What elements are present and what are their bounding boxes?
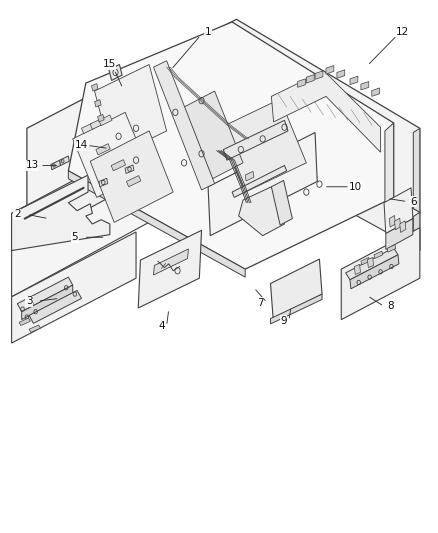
- Text: 6: 6: [410, 197, 417, 207]
- Polygon shape: [361, 257, 370, 265]
- Text: 9: 9: [280, 316, 287, 326]
- Polygon shape: [346, 248, 398, 280]
- Text: 15: 15: [102, 60, 116, 69]
- Text: 4: 4: [158, 321, 165, 331]
- Polygon shape: [27, 19, 420, 213]
- Polygon shape: [12, 175, 110, 251]
- Polygon shape: [208, 133, 317, 236]
- Polygon shape: [125, 165, 134, 173]
- Polygon shape: [389, 215, 396, 227]
- Polygon shape: [29, 325, 40, 333]
- Polygon shape: [27, 104, 237, 220]
- Polygon shape: [400, 221, 406, 232]
- Polygon shape: [361, 82, 369, 90]
- Polygon shape: [354, 264, 360, 274]
- Polygon shape: [153, 61, 215, 190]
- Polygon shape: [386, 219, 413, 249]
- Polygon shape: [219, 99, 306, 192]
- Text: 7: 7: [257, 297, 264, 308]
- Polygon shape: [51, 160, 60, 169]
- Polygon shape: [92, 84, 98, 91]
- Polygon shape: [350, 76, 358, 85]
- Text: 12: 12: [396, 27, 409, 37]
- Text: 10: 10: [349, 182, 362, 192]
- Polygon shape: [153, 249, 188, 275]
- Polygon shape: [184, 91, 243, 179]
- Polygon shape: [12, 232, 136, 343]
- Polygon shape: [60, 156, 69, 165]
- Polygon shape: [29, 290, 81, 324]
- Polygon shape: [384, 188, 413, 233]
- Polygon shape: [81, 123, 95, 134]
- Polygon shape: [271, 259, 322, 319]
- Polygon shape: [111, 160, 126, 171]
- Polygon shape: [395, 218, 401, 230]
- Text: 14: 14: [75, 140, 88, 150]
- Polygon shape: [306, 75, 314, 83]
- Polygon shape: [68, 171, 245, 277]
- Polygon shape: [367, 257, 374, 268]
- Polygon shape: [109, 64, 122, 80]
- Polygon shape: [138, 230, 201, 308]
- Polygon shape: [232, 165, 287, 197]
- Polygon shape: [341, 228, 420, 320]
- Polygon shape: [387, 245, 396, 252]
- Polygon shape: [372, 88, 380, 96]
- Polygon shape: [19, 318, 30, 326]
- Polygon shape: [413, 212, 420, 255]
- Polygon shape: [12, 103, 420, 251]
- Text: 3: 3: [26, 296, 32, 306]
- Text: 8: 8: [387, 301, 394, 311]
- Polygon shape: [223, 120, 288, 160]
- Polygon shape: [326, 66, 334, 74]
- Polygon shape: [90, 131, 173, 222]
- Polygon shape: [99, 115, 112, 126]
- Polygon shape: [297, 79, 305, 87]
- Polygon shape: [374, 251, 383, 259]
- Polygon shape: [98, 115, 104, 122]
- Polygon shape: [90, 119, 103, 130]
- Polygon shape: [239, 187, 285, 236]
- Polygon shape: [96, 144, 110, 155]
- Polygon shape: [337, 70, 345, 78]
- Polygon shape: [21, 285, 73, 320]
- Text: 1: 1: [205, 27, 212, 37]
- Polygon shape: [99, 178, 108, 187]
- Polygon shape: [68, 22, 394, 269]
- Polygon shape: [17, 277, 73, 312]
- Polygon shape: [272, 180, 292, 225]
- Polygon shape: [95, 64, 166, 158]
- Polygon shape: [271, 294, 322, 324]
- Text: 13: 13: [25, 160, 39, 171]
- Polygon shape: [127, 175, 141, 187]
- Polygon shape: [315, 71, 323, 79]
- Polygon shape: [385, 123, 394, 204]
- Polygon shape: [413, 128, 420, 217]
- Polygon shape: [245, 171, 254, 181]
- Text: 5: 5: [71, 232, 78, 243]
- Polygon shape: [73, 112, 149, 197]
- Polygon shape: [272, 71, 381, 152]
- Polygon shape: [12, 140, 215, 297]
- Text: 2: 2: [14, 209, 21, 220]
- Polygon shape: [95, 100, 101, 107]
- Polygon shape: [350, 255, 399, 289]
